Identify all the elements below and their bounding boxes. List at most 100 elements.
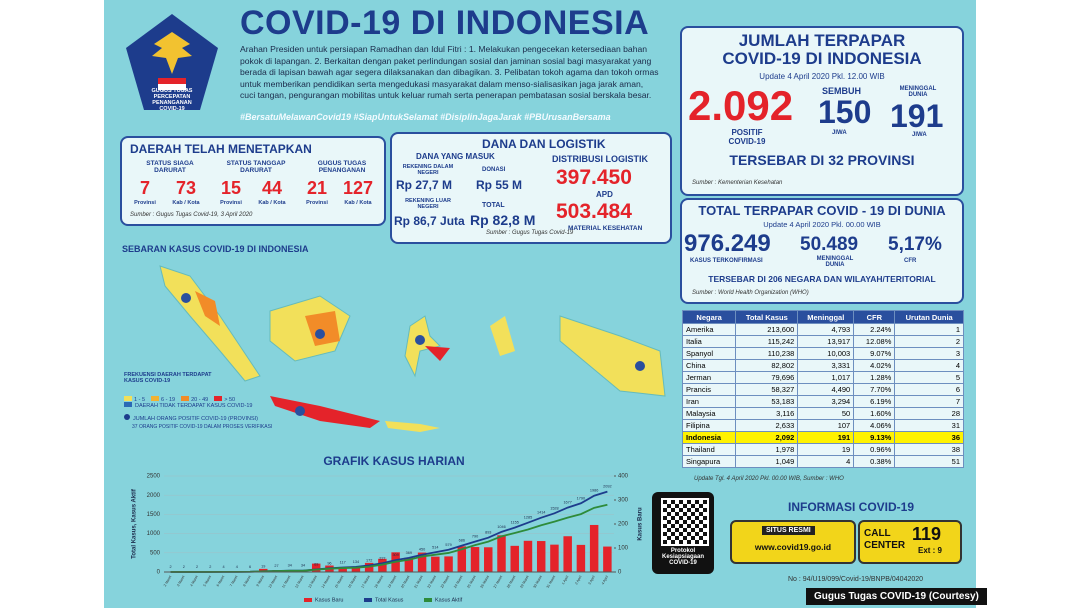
data-label: 6 xyxy=(249,565,251,569)
bar xyxy=(417,552,427,572)
value: 503.484 xyxy=(556,200,632,223)
call-box[interactable]: CALL CENTER 119 Ext : 9 xyxy=(858,520,962,564)
x-tick-label: 5 Maret xyxy=(203,575,212,587)
table-cell: 7.70% xyxy=(853,383,896,396)
y2-tick-label: 0 xyxy=(618,570,622,576)
x-tick-label: 25 Maret xyxy=(466,575,476,589)
qr-label: Protokol Kesiapsiagaan COVID-19 xyxy=(661,548,705,566)
label: MENINGGAL DUNIA xyxy=(816,256,854,268)
table-row: Italia 115,242 13,917 12.08% 2 xyxy=(681,335,964,348)
data-label: 1986 xyxy=(590,489,598,493)
group-value: 15 xyxy=(220,178,242,198)
logo xyxy=(126,14,218,110)
x-tick-label: 15 Maret xyxy=(334,575,344,589)
x-tick-label: 7 Maret xyxy=(229,575,238,587)
table-cell: 82,802 xyxy=(735,359,799,372)
legend-range: 20 - 49 xyxy=(191,397,209,403)
label: KASUS TERKONFIRMASI xyxy=(690,258,763,264)
bar xyxy=(523,540,533,572)
doc-number: No : 94/U19/099/Covid-19/BNPB/04042020 xyxy=(788,576,924,583)
label: CFR xyxy=(904,258,917,264)
table-cell: 10,003 xyxy=(797,347,855,360)
table-cell: 3,116 xyxy=(735,407,799,420)
table-row: Iran 53,183 3,294 6.19% 7 xyxy=(681,395,964,408)
data-label: 369 xyxy=(406,551,412,555)
y2-tick-label: 400 xyxy=(618,474,629,480)
data-label: 1046 xyxy=(497,525,505,529)
chart-title: GRAFIK KASUS HARIAN xyxy=(323,454,464,468)
data-label: 2 xyxy=(170,565,172,569)
dunia-title: TOTAL TERPAPAR COVID - 19 DI DUNIA xyxy=(698,203,946,218)
bar xyxy=(603,546,612,572)
data-label: 1528 xyxy=(550,506,558,510)
update: Update 4 April 2020 Pkl. 00.00 WIB xyxy=(763,220,881,229)
group-value: 73 xyxy=(175,178,197,198)
table-cell: Spanyol xyxy=(681,347,737,360)
table-row: Malaysia 3,116 50 1.60% 28 xyxy=(681,407,964,420)
table-cell: Amerika xyxy=(681,323,737,336)
data-label: 1414 xyxy=(537,511,545,515)
situs[interactable]: www.covid19.go.id xyxy=(754,542,832,552)
x-tick-label: 20 Maret xyxy=(400,575,410,589)
legend-swatch xyxy=(424,598,432,602)
qr-box: Protokol Kesiapsiagaan COVID-19 xyxy=(652,492,714,574)
x-tick-label: 27 Maret xyxy=(493,575,503,589)
table-cell: 3 xyxy=(894,347,964,360)
table-cell: 13,917 xyxy=(797,335,855,348)
table-row: Singapura 1,049 4 0.38% 51 xyxy=(681,455,964,468)
table-cell: 1.28% xyxy=(853,371,896,384)
x-tick-label: 9 Maret xyxy=(256,575,265,587)
legend-text: DAERAH TIDAK TERDAPAT KASUS COVID-19 xyxy=(135,403,253,409)
call-number[interactable]: 119 xyxy=(912,524,942,544)
update: Update 4 April 2020 Pkl. 12.00 WIB xyxy=(759,72,885,81)
table-cell: 0.38% xyxy=(853,455,896,468)
table-note: Update Tgl. 4 April 2020 Pkl. 00.00 WIB,… xyxy=(694,476,844,482)
situs-box[interactable]: SITUS RESMI www.covid19.go.id xyxy=(730,520,856,564)
data-label: 4 xyxy=(236,565,238,569)
data-label: 172 xyxy=(366,558,372,562)
y-tick-label: 1500 xyxy=(147,512,161,518)
x-tick-label: 2 April xyxy=(574,575,582,586)
table-cell: 2,633 xyxy=(735,419,799,432)
situs-label: SITUS RESMI xyxy=(762,526,815,535)
group-unit: Provinsi xyxy=(220,200,242,206)
table-cell: Prancis xyxy=(681,383,737,396)
group-value: 21 xyxy=(306,178,328,198)
data-label: 19 xyxy=(261,564,265,568)
table-cell: 19 xyxy=(797,443,855,456)
x-tick-label: 1 April xyxy=(561,575,569,586)
table-cell: Filipina xyxy=(681,419,737,432)
bar xyxy=(457,546,467,572)
bar xyxy=(470,547,480,572)
swatch xyxy=(124,414,130,420)
x-tick-label: 17 Maret xyxy=(360,575,370,589)
value: Rp 55 M xyxy=(476,178,523,192)
label: DONASI xyxy=(482,167,506,173)
data-label: 1677 xyxy=(563,501,571,505)
label: SEMBUH xyxy=(822,86,862,96)
data-label: 579 xyxy=(445,543,451,547)
x-tick-label: 4 Maret xyxy=(189,575,198,587)
tersebar: TERSEBAR DI 32 PROVINSI xyxy=(729,152,915,168)
table-cell: 110,238 xyxy=(735,347,799,360)
table-cell: 1 xyxy=(894,323,964,336)
unit: JIWA xyxy=(912,132,927,138)
daerah-box: DAERAH TELAH MENETAPKAN Sumber : Gugus T… xyxy=(120,136,386,226)
paragraph: Arahan Presiden untuk persiapan Ramadhan… xyxy=(240,44,659,100)
label: MENINGGAL DUNIA xyxy=(899,86,937,98)
call-label: CALL CENTER xyxy=(864,528,906,551)
table-cell: 1,978 xyxy=(735,443,799,456)
table-cell: 6 xyxy=(894,383,964,396)
data-label: 2092 xyxy=(603,485,611,489)
table-cell: 4,490 xyxy=(797,383,855,396)
data-label: 34 xyxy=(301,564,305,568)
table-cell: 28 xyxy=(894,407,964,420)
dana-title: DANA DAN LOGISTIK xyxy=(482,137,606,151)
x-tick-label: 28 Maret xyxy=(506,575,516,589)
data-label: 2 xyxy=(209,565,211,569)
x-tick-label: 4 April xyxy=(601,575,609,586)
table-cell: 5 xyxy=(894,371,964,384)
table-cell: 1,017 xyxy=(797,371,855,384)
indonesia-title: JUMLAH TERPAPAR COVID-19 DI INDONESIA xyxy=(722,31,922,68)
value: 397.450 xyxy=(556,166,632,189)
